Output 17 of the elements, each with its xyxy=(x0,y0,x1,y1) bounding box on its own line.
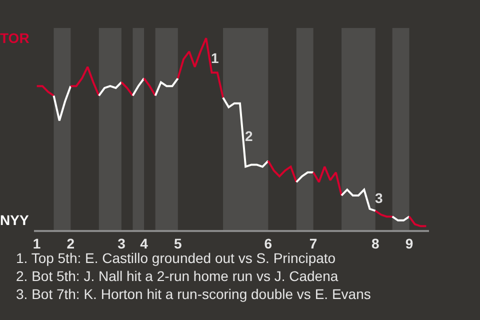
text: 3. Bot 7th: K. Horton hit a run-scoring double vs E. Evans xyxy=(16,286,371,302)
x-tick-label: 8 xyxy=(371,236,380,252)
annotation: 3 xyxy=(375,190,383,206)
x-tick-label: 3 xyxy=(118,236,126,252)
annotation: 1 xyxy=(211,50,219,66)
x-tick-label: 1 xyxy=(32,236,41,252)
x-tick-label: 2 xyxy=(66,236,75,252)
annotation: 2 xyxy=(245,128,253,144)
x-tick-label: 9 xyxy=(405,236,414,252)
text: 2. Bot 5th: J. Nall hit a 2-run home run vs J. Cadena xyxy=(16,268,338,284)
text: TOR xyxy=(0,30,30,46)
x-tick-label: 5 xyxy=(174,236,182,252)
text: NYY xyxy=(0,212,30,228)
x-tick-label: 7 xyxy=(309,236,318,252)
text: 1. Top 5th: E. Castillo grounded out vs S. Principato xyxy=(16,250,336,266)
x-tick-label: 4 xyxy=(140,236,148,252)
x-tick-label: 6 xyxy=(264,236,272,252)
